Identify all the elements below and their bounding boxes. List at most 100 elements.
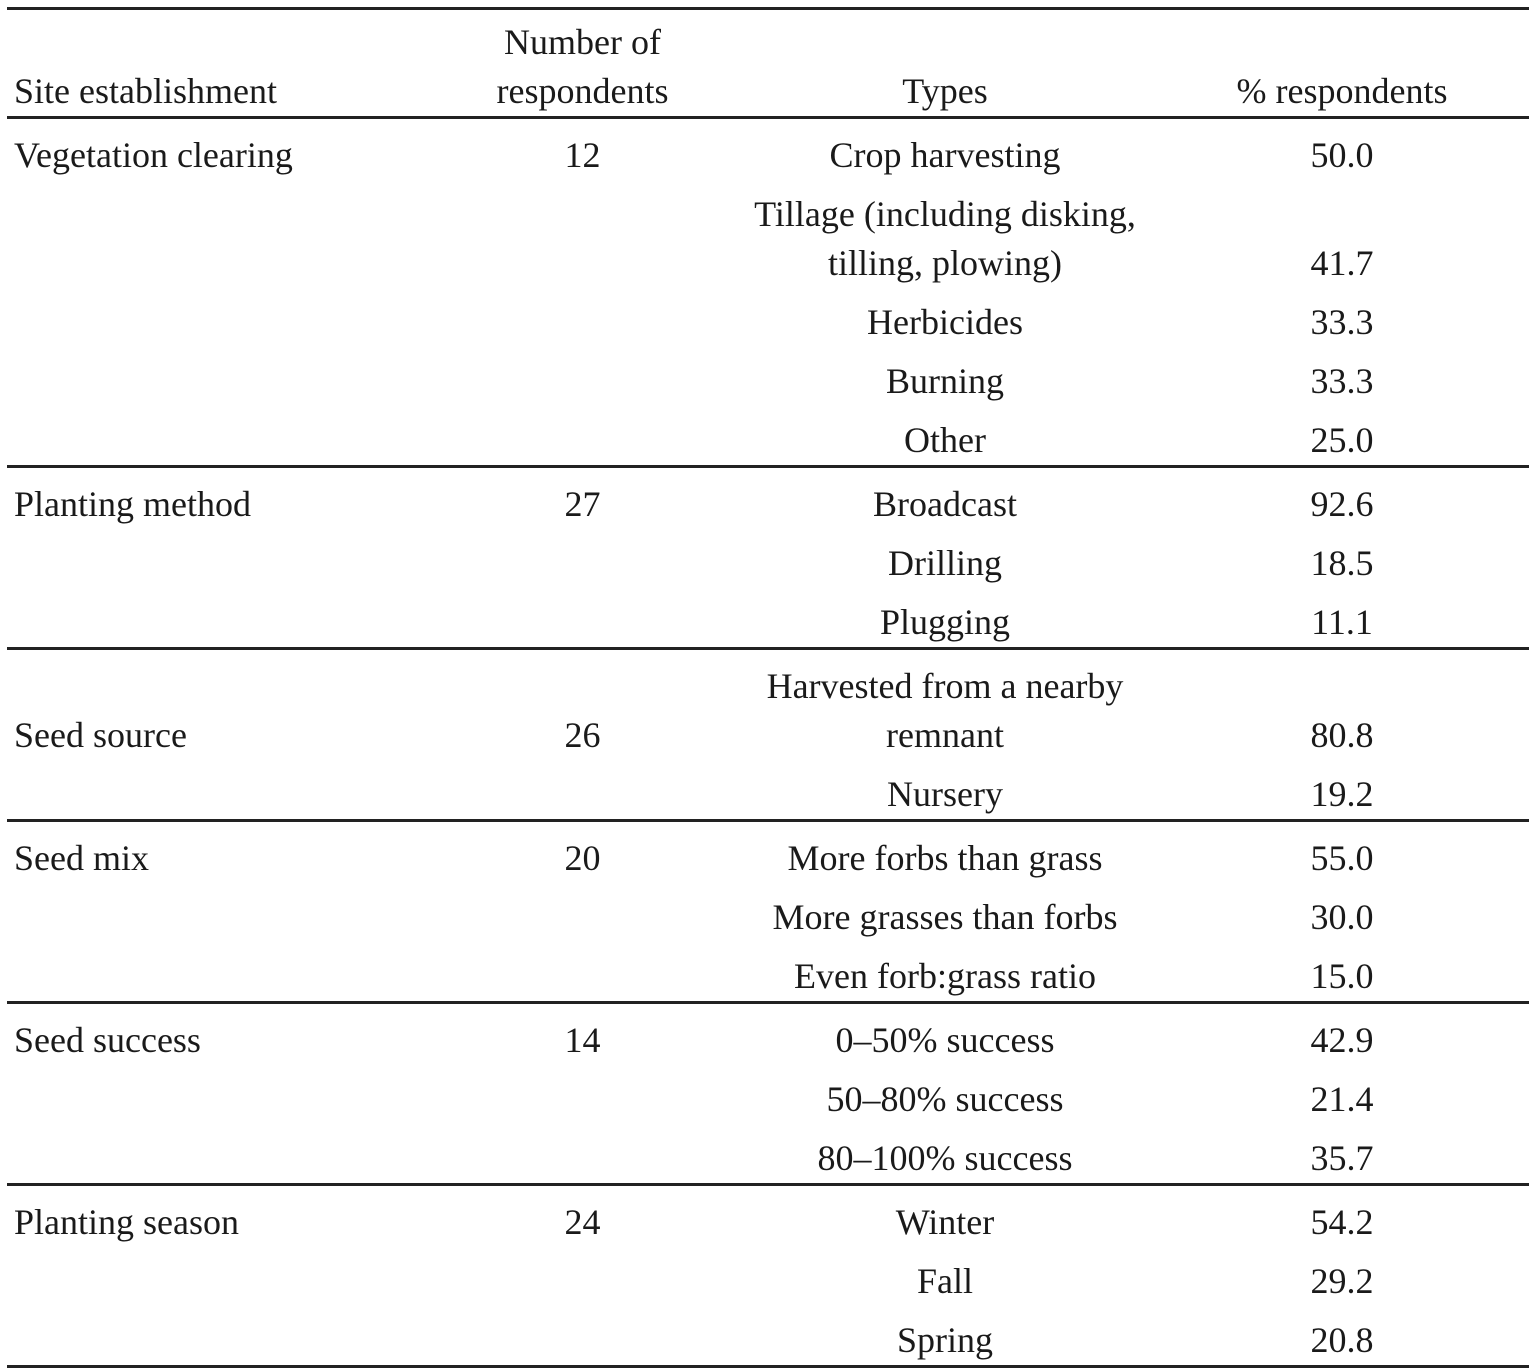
empty-cell <box>7 1124 430 1186</box>
percent-cell: 33.3 <box>1310 302 1374 342</box>
empty-cell <box>7 288 430 347</box>
table-row: Fall 29.2 <box>7 1247 1529 1306</box>
percent-cell: 25.0 <box>1155 406 1529 468</box>
table-row: Tillage (including disking, tilling, plo… <box>7 180 1529 288</box>
table-header: Site establishment Number of respondents… <box>7 8 1529 119</box>
table-row: 50–80% success 21.4 <box>7 1065 1529 1124</box>
type-cell: Spring <box>735 1306 1155 1368</box>
table-row: Drilling 18.5 <box>7 529 1529 588</box>
empty-cell <box>7 1306 430 1368</box>
table-row: Seed success 14 0–50% success 42.9 <box>7 1003 1529 1066</box>
percent-cell: 30.0 <box>1310 897 1374 937</box>
percent-cell: 33.3 <box>1310 361 1374 401</box>
percent-cell: 41.7 <box>1310 243 1374 283</box>
empty-cell <box>7 588 430 650</box>
type-cell: 80–100% success <box>735 1124 1155 1186</box>
type-cell: More forbs than grass <box>787 838 1103 878</box>
empty-cell <box>430 760 735 822</box>
percent-cell: 18.5 <box>1310 543 1374 583</box>
header-cell: Site establishment <box>7 8 430 119</box>
respondents-cell: 12 <box>564 135 601 175</box>
empty-cell <box>430 588 735 650</box>
percent-cell: 11.1 <box>1155 588 1529 650</box>
empty-cell <box>430 1247 735 1306</box>
empty-cell <box>430 942 735 1004</box>
table-row: Plugging 11.1 <box>7 588 1529 650</box>
table-row: Seed source 26 Harvested from a nearby rem… <box>7 649 1529 761</box>
table-row: Vegetation clearing 12 Crop harvesting 50.0 <box>7 118 1529 181</box>
type-cell: Harvested from a nearby remnant <box>766 666 1124 755</box>
table-row: Other 25.0 <box>7 406 1529 468</box>
site-cell: Seed source <box>14 715 187 755</box>
header-cell: Number of respondents <box>430 8 735 119</box>
type-cell: Drilling <box>888 543 1002 583</box>
empty-cell <box>430 1124 735 1186</box>
type-cell: Other <box>735 406 1155 468</box>
page: Site establishment Number of respondents… <box>7 7 1529 1368</box>
type-cell: Burning <box>885 361 1004 401</box>
percent-cell: 20.8 <box>1155 1306 1529 1368</box>
respondents-cell: 27 <box>564 484 601 524</box>
empty-cell <box>7 883 430 942</box>
empty-cell <box>430 180 735 288</box>
percent-cell: 29.2 <box>1310 1261 1374 1301</box>
empty-cell <box>430 347 735 406</box>
empty-cell <box>7 1247 430 1306</box>
type-cell: Herbicides <box>867 302 1023 342</box>
table-row: Spring 20.8 <box>7 1306 1529 1368</box>
type-cell: Plugging <box>735 588 1155 650</box>
type-cell: 0–50% success <box>835 1020 1055 1060</box>
respondents-cell: 14 <box>564 1020 601 1060</box>
empty-cell <box>430 1306 735 1368</box>
empty-cell <box>430 288 735 347</box>
site-cell: Planting season <box>14 1202 239 1242</box>
site-cell: Vegetation clearing <box>14 135 293 175</box>
empty-cell <box>430 1065 735 1124</box>
percent-cell: 55.0 <box>1310 838 1374 878</box>
header-row: Site establishment Number of respondents… <box>7 8 1529 119</box>
type-cell: Broadcast <box>873 484 1017 524</box>
empty-cell <box>430 883 735 942</box>
site-cell: Seed mix <box>14 838 149 878</box>
table-row: Even forb:grass ratio 15.0 <box>7 942 1529 1004</box>
respondents-cell: 26 <box>564 715 601 755</box>
percent-cell: 21.4 <box>1310 1079 1374 1119</box>
table-body: Vegetation clearing 12 Crop harvesting 50.0… <box>7 118 1529 1368</box>
table-row: 80–100% success 35.7 <box>7 1124 1529 1186</box>
type-cell: Winter <box>895 1202 995 1242</box>
type-cell: Even forb:grass ratio <box>735 942 1155 1004</box>
empty-cell <box>430 406 735 468</box>
header-cell: Types <box>735 8 1155 119</box>
table-row: Herbicides 33.3 <box>7 288 1529 347</box>
percent-cell: 92.6 <box>1310 484 1374 524</box>
site-cell: Planting method <box>14 484 251 524</box>
empty-cell <box>7 942 430 1004</box>
empty-cell <box>7 347 430 406</box>
type-cell: Nursery <box>735 760 1155 822</box>
empty-cell <box>7 1065 430 1124</box>
percent-cell: 19.2 <box>1155 760 1529 822</box>
type-cell: More grasses than forbs <box>772 897 1118 937</box>
type-cell: Tillage (including disking, tilling, plo… <box>754 194 1136 283</box>
type-cell: 50–80% success <box>826 1079 1064 1119</box>
percent-cell: 80.8 <box>1310 715 1374 755</box>
header-cell: % respondents <box>1155 8 1529 119</box>
table-row: More grasses than forbs 30.0 <box>7 883 1529 942</box>
table-row: Planting season 24 Winter 54.2 <box>7 1185 1529 1248</box>
percent-cell: 15.0 <box>1155 942 1529 1004</box>
table-row: Seed mix 20 More forbs than grass 55.0 <box>7 821 1529 884</box>
type-cell: Fall <box>916 1261 973 1301</box>
respondents-cell: 20 <box>564 838 601 878</box>
empty-cell <box>7 406 430 468</box>
empty-cell <box>7 180 430 288</box>
empty-cell <box>7 529 430 588</box>
site-cell: Seed success <box>14 1020 201 1060</box>
table-row: Nursery 19.2 <box>7 760 1529 822</box>
table-row: Burning 33.3 <box>7 347 1529 406</box>
percent-cell: 35.7 <box>1155 1124 1529 1186</box>
type-cell: Crop harvesting <box>829 135 1061 175</box>
empty-cell <box>7 760 430 822</box>
percent-cell: 42.9 <box>1310 1020 1374 1060</box>
table-row: Planting method 27 Broadcast 92.6 <box>7 467 1529 530</box>
respondents-cell: 24 <box>564 1202 601 1242</box>
